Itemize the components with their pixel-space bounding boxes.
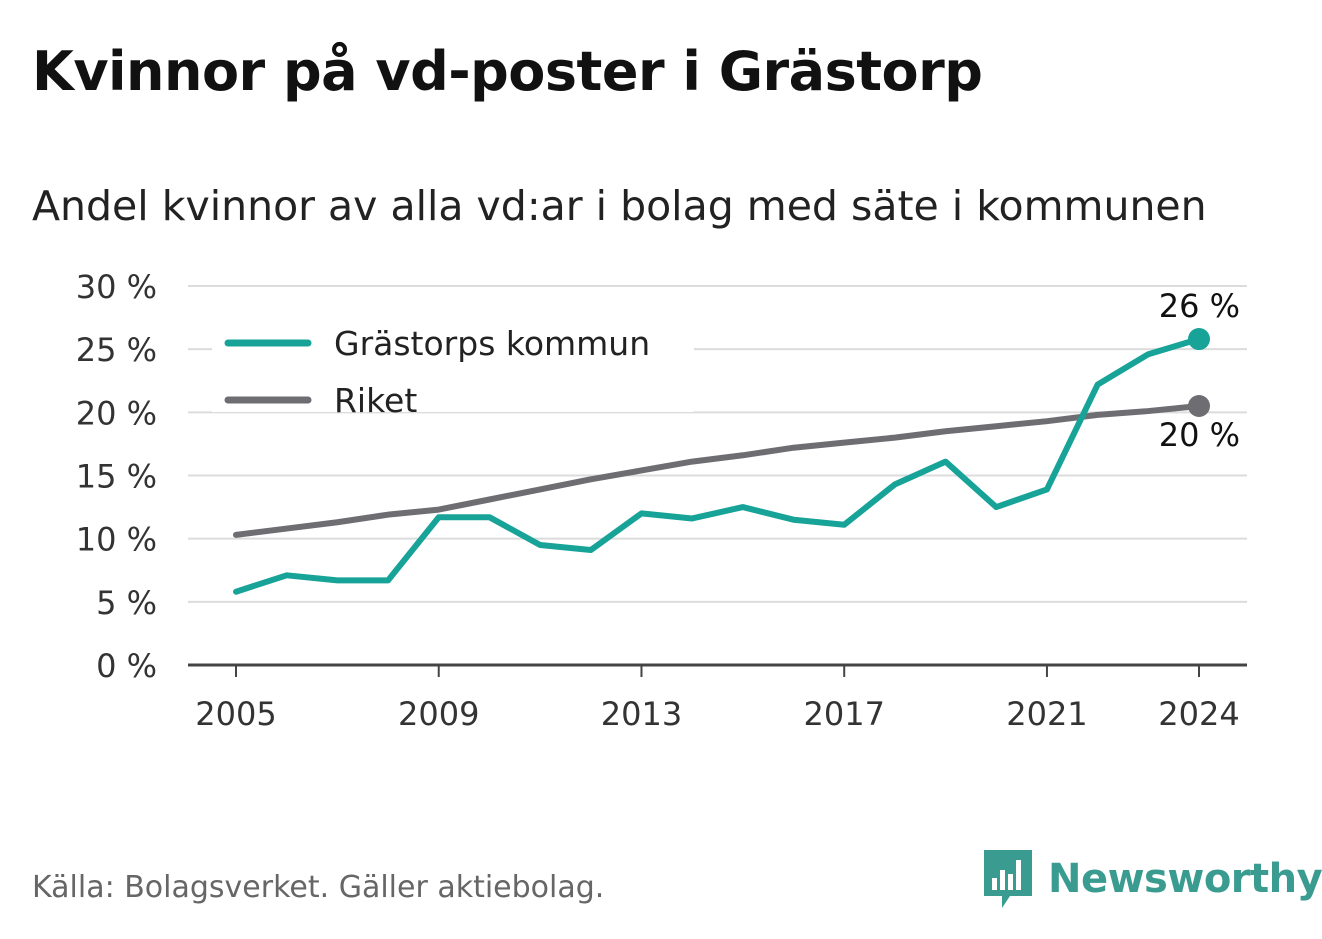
series-line-0 [233, 336, 1202, 595]
y-tick-label: 15 % [76, 458, 157, 496]
y-tick-label: 10 % [76, 521, 157, 559]
chart-title: Kvinnor på vd-poster i Grästorp [32, 40, 983, 103]
legend-label: Riket [334, 381, 417, 420]
y-tick-label: 0 % [96, 647, 157, 685]
x-tick-label: 2005 [195, 695, 276, 733]
x-tick-label: 2017 [803, 695, 884, 733]
brand-logo: Newsworthy [980, 848, 1322, 910]
x-tick-label: 2013 [601, 695, 682, 733]
end-label: 26 % [1159, 287, 1240, 325]
y-tick-label: 20 % [76, 394, 157, 432]
x-tick-label: 2009 [398, 695, 479, 733]
series-line-1 [233, 403, 1202, 538]
x-tick-label: 2021 [1006, 695, 1087, 733]
end-point-1 [1188, 395, 1210, 418]
y-tick-label: 5 % [96, 584, 157, 622]
x-tick-label: 2024 [1158, 695, 1239, 733]
legend-box [212, 318, 694, 412]
end-point-0 [1188, 328, 1210, 351]
y-tick-label: 30 % [76, 268, 157, 306]
y-tick-label: 25 % [76, 331, 157, 369]
source-note: Källa: Bolagsverket. Gäller aktiebolag. [32, 870, 605, 905]
bar-chart-speech-bubble-icon [984, 850, 1032, 908]
chart-subtitle: Andel kvinnor av alla vd:ar i bolag med … [32, 182, 1207, 230]
line-chart: 0 % 5 % 10 % 15 % 20 % 25 % 30 % 2005 2009 2013 20… [76, 268, 1247, 733]
brand-name: Newsworthy [1048, 856, 1322, 902]
end-label: 20 % [1159, 416, 1240, 454]
legend-label: Grästorps kommun [334, 324, 650, 363]
